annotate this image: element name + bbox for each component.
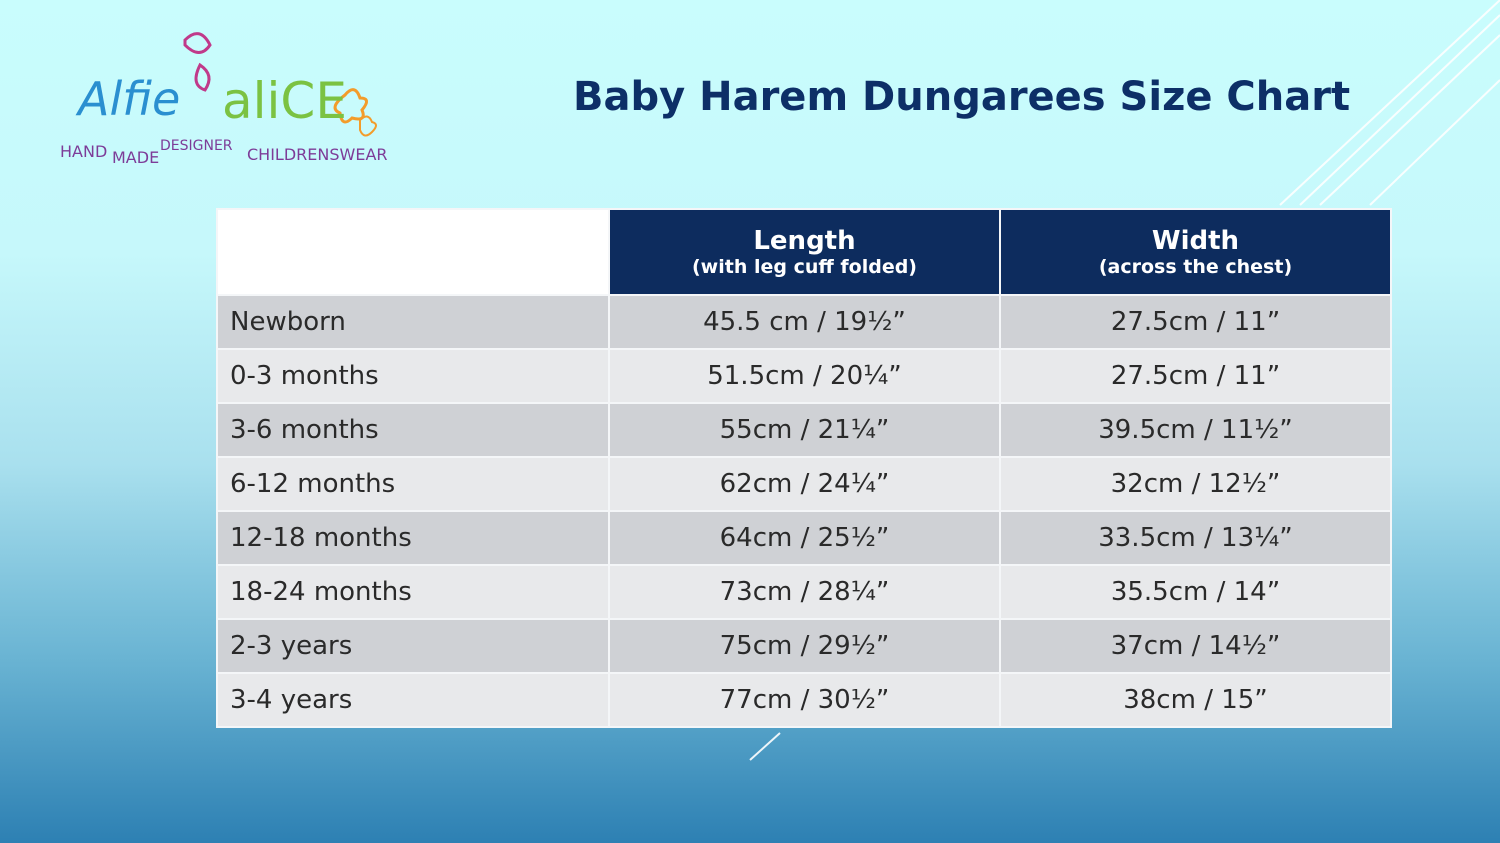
size-cell: 45.5 cm / 19½” (608, 294, 1001, 350)
title: Baby Harem Dungarees Size Chart (573, 74, 1351, 120)
age-cell: 2-3 years (216, 618, 610, 674)
age-cell: 3-6 months (216, 402, 610, 458)
age-cell: 6-12 months (216, 456, 610, 512)
table-row: 6-12 months 62cm / 24¼” 32cm / 12½” (216, 456, 1392, 512)
table-row: 2-3 years 75cm / 29½” 37cm / 14½” (216, 618, 1392, 674)
column-note: (across the chest) (1098, 256, 1293, 278)
size-cell: 51.5cm / 20¼” (608, 348, 1001, 404)
age-cell: 0-3 months (216, 348, 610, 404)
age-cell: 12-18 months (216, 510, 610, 566)
logo-name: Alfie (78, 72, 181, 126)
size-cell: 37cm / 14½” (999, 618, 1392, 674)
age-cell: Newborn (216, 294, 610, 350)
logo-name: aliCE (222, 72, 347, 130)
age-cell: 18-24 months (216, 564, 610, 620)
column-note: (with leg cuff folded) (692, 256, 917, 278)
size-cell: 33.5cm / 13¼” (999, 510, 1392, 566)
size-cell: 35.5cm / 14” (999, 564, 1392, 620)
table-row: 3-6 months 55cm / 21¼” 39.5cm / 11½” (216, 402, 1392, 458)
age-cell: 3-4 years (216, 672, 610, 728)
header-cell: Length (with leg cuff folded) (608, 208, 1001, 296)
size-cell: 62cm / 24¼” (608, 456, 1001, 512)
header-row: Length (with leg cuff folded) Width (across… (216, 208, 1392, 296)
table-body: Newborn 45.5 cm / 19½” 27.5cm / 11” 0-3 mon… (216, 294, 1392, 728)
size-cell: 64cm / 25½” (608, 510, 1001, 566)
size-cell: 75cm / 29½” (608, 618, 1001, 674)
size-cell: 77cm / 30½” (608, 672, 1001, 728)
header-cell: Width (across the chest) (999, 208, 1392, 296)
size-cell: 38cm / 15” (999, 672, 1392, 728)
table-row: 0-3 months 51.5cm / 20¼” 27.5cm / 11” (216, 348, 1392, 404)
size-cell: 27.5cm / 11” (999, 294, 1392, 350)
column-title: Length (753, 226, 856, 256)
column-title: Width (1151, 226, 1240, 256)
table-row: 18-24 months 73cm / 28¼” 35.5cm / 14” (216, 564, 1392, 620)
logo-tagline: DESIGNER (160, 138, 233, 154)
size-cell: 55cm / 21¼” (608, 402, 1001, 458)
logo-tagline: HAND (60, 142, 108, 161)
logo-tagline: CHILDRENSWEAR (247, 145, 388, 164)
table-row: 12-18 months 64cm / 25½” 33.5cm / 13¼” (216, 510, 1392, 566)
table-row: 3-4 years 77cm / 30½” 38cm / 15” (216, 672, 1392, 728)
size-table: Length (with leg cuff folded) Width (across… (216, 208, 1392, 728)
size-cell: 32cm / 12½” (999, 456, 1392, 512)
size-cell: 27.5cm / 11” (999, 348, 1392, 404)
size-cell: 39.5cm / 11½” (999, 402, 1392, 458)
size-cell: 73cm / 28¼” (608, 564, 1001, 620)
table-row: Newborn 45.5 cm / 19½” 27.5cm / 11” (216, 294, 1392, 350)
logo-tagline: MADE (112, 148, 160, 167)
header-cell (216, 208, 610, 296)
